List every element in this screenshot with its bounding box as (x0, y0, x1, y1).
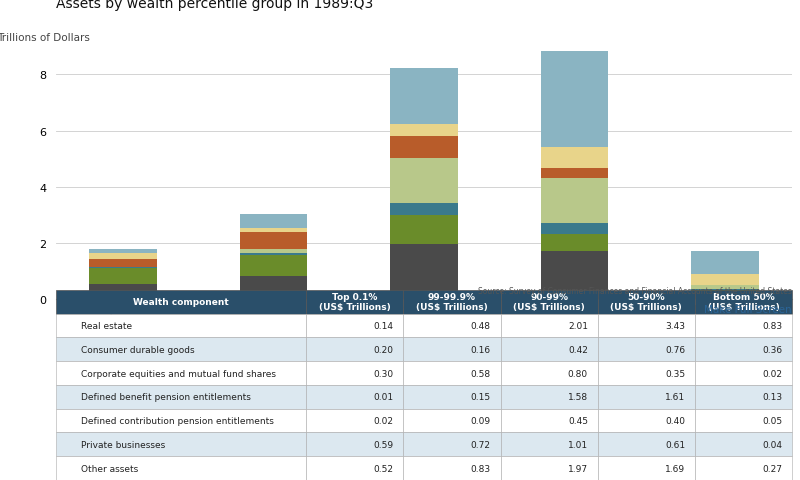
Bar (691, 292, 758, 300)
Bar (390, 125, 458, 136)
Bar (541, 51, 608, 147)
Bar (541, 224, 608, 235)
Bar (541, 235, 608, 252)
Bar (691, 289, 758, 290)
Bar (90, 250, 157, 253)
Bar (691, 285, 758, 286)
Bar (541, 169, 608, 179)
Bar (541, 147, 608, 169)
Bar (541, 252, 608, 300)
Bar (90, 268, 157, 285)
Text: Make Full Screen: Make Full Screen (704, 305, 792, 315)
Bar (240, 249, 307, 253)
Bar (691, 286, 758, 289)
Text: Source: Survey of Consumer Finances and Financial Accounts of the United States: Source: Survey of Consumer Finances and … (478, 286, 792, 295)
Text: Assets by wealth percentile group in 1989:Q3: Assets by wealth percentile group in 198… (56, 0, 374, 11)
Bar (691, 252, 758, 275)
Bar (90, 285, 157, 300)
Bar (390, 203, 458, 216)
Bar (390, 216, 458, 244)
Bar (390, 159, 458, 203)
Bar (240, 215, 307, 228)
Bar (90, 259, 157, 267)
Bar (691, 275, 758, 285)
Bar (240, 233, 307, 249)
Bar (240, 256, 307, 276)
Text: Trillions of Dollars: Trillions of Dollars (0, 33, 90, 43)
Bar (240, 253, 307, 256)
Bar (240, 276, 307, 300)
Bar (390, 69, 458, 125)
Bar (390, 136, 458, 159)
Bar (240, 228, 307, 233)
Bar (390, 244, 458, 300)
Bar (691, 290, 758, 292)
Bar (541, 179, 608, 224)
Bar (90, 253, 157, 259)
